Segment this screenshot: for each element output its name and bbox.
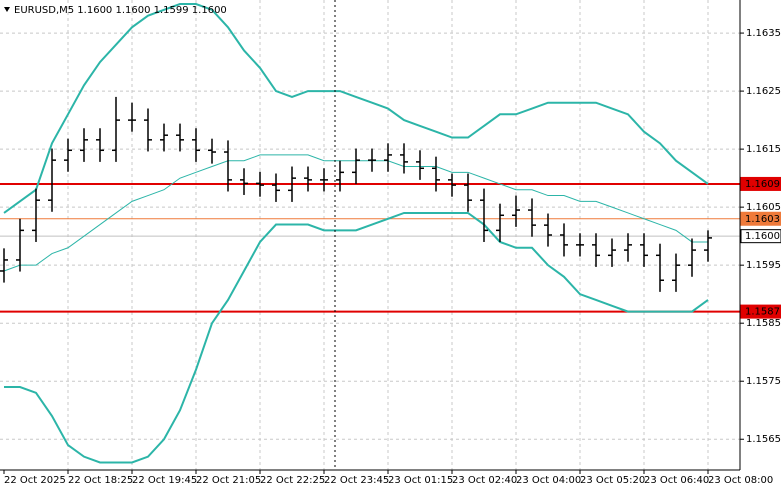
price-label-box [740,176,781,191]
x-tick-label: 23 Oct 08:00 [708,475,773,486]
x-tick-label: 22 Oct 21:05 [196,475,261,486]
y-tick-label: 1.1575 [746,376,781,387]
price-label: 1.1603 [745,214,780,225]
band-upper [3,3,709,214]
price-label-box [740,229,781,244]
x-tick-label: 23 Oct 05:20 [580,475,645,486]
y-tick-label: 1.1585 [746,318,781,329]
x-tick-label: 22 Oct 23:45 [324,475,389,486]
x-tick-label: 22 Oct 18:25 [68,475,133,486]
menu-arrow[interactable] [4,7,10,12]
price-label-box [740,211,781,226]
y-tick-label: 1.1625 [746,86,781,97]
price-label: 1.1600 [745,231,780,242]
price-label: 1.1587 [745,307,780,318]
x-tick-label: 23 Oct 04:00 [516,475,581,486]
x-tick-label: 23 Oct 02:40 [452,475,517,486]
y-tick-label: 1.1595 [746,260,781,271]
y-tick-label: 1.1565 [746,434,781,445]
band-lower [4,211,709,464]
x-tick-label: 22 Oct 2025 [4,475,66,486]
x-tick-label: 23 Oct 01:15 [388,475,453,486]
y-tick-label: 1.1605 [746,202,781,213]
x-tick-label: 22 Oct 19:45 [132,475,197,486]
chart-title: EURUSD,M5 1.1600 1.1600 1.1599 1.1600 [14,5,227,16]
axes: 1.1565 1.1575 1.1585 1.1595 1.1605 1.1615 1.16… [3,28,781,486]
plot [0,3,740,464]
price-label: 1.1609 [745,179,780,190]
y-tick-label: 1.1615 [746,144,781,155]
y-tick-label: 1.1635 [746,28,781,39]
x-tick-label: 23 Oct 06:40 [644,475,709,486]
price-label-box [740,304,781,319]
x-tick-label: 22 Oct 22:25 [260,475,325,486]
